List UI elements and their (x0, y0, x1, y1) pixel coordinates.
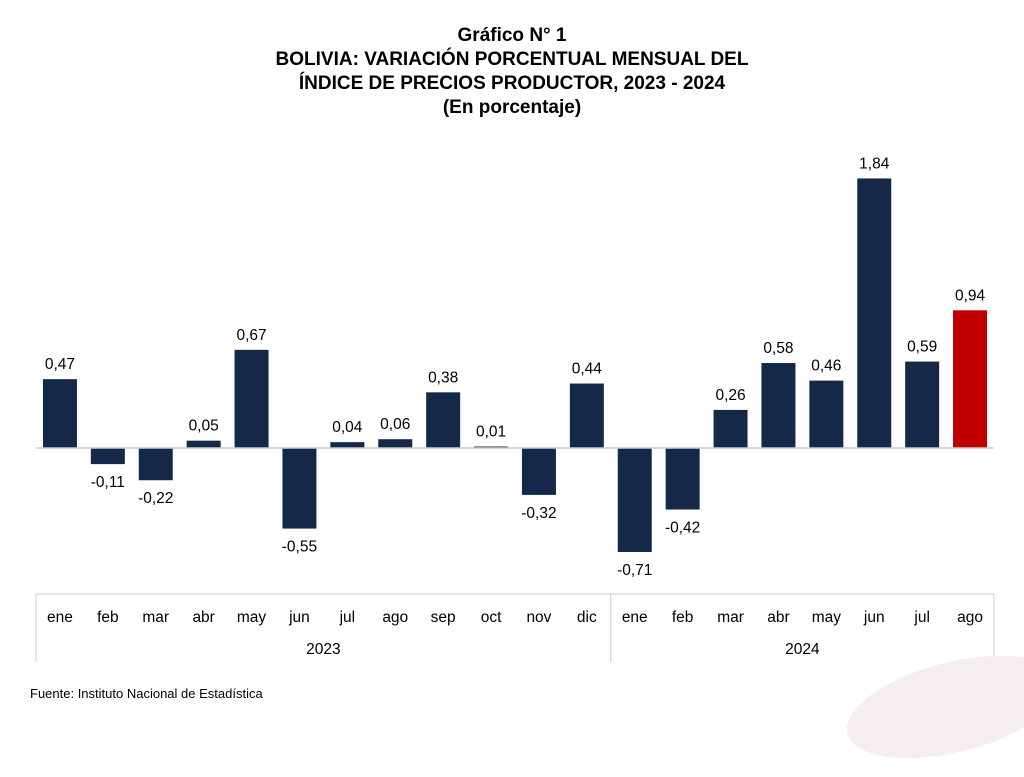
data-label-13: -0,42 (665, 520, 700, 537)
bar-2 (138, 448, 173, 481)
data-label-14: 0,26 (715, 387, 745, 404)
chart-title-line-1: BOLIVIA: VARIACIÓN PORCENTUAL MENSUAL DE… (275, 49, 749, 70)
chart-number: Gráfico N° 1 (457, 25, 567, 46)
tick-label-15: abr (767, 609, 789, 626)
tick-label-4: may (237, 609, 267, 626)
data-label-2: -0,22 (138, 490, 173, 507)
tick-label-7: ago (382, 609, 408, 626)
data-label-0: 0,47 (45, 356, 75, 373)
tick-label-6: jul (339, 609, 356, 626)
tick-label-12: ene (622, 609, 648, 626)
group-label-2024: 2024 (785, 641, 820, 658)
bar-7 (378, 439, 413, 448)
data-label-1: -0,11 (91, 474, 125, 491)
tick-label-5: jun (288, 609, 310, 626)
data-label-12: -0,71 (617, 562, 652, 579)
data-label-19: 0,94 (955, 287, 986, 304)
tick-label-18: jul (913, 609, 930, 626)
data-label-16: 0,46 (811, 358, 841, 375)
tick-label-17: jun (863, 609, 885, 626)
bar-17 (857, 178, 892, 448)
data-label-18: 0,59 (907, 339, 937, 356)
chart-title-block: Gráfico N° 1 BOLIVIA: VARIACIÓN PORCENTU… (0, 24, 1024, 120)
tick-label-13: feb (672, 609, 694, 626)
data-label-9: 0,01 (476, 424, 506, 441)
bar-1 (90, 448, 125, 465)
bar-chart: 0,47 -0,11 -0,22 0,05 0,67 -0,55 0,04 0,06 0,38 0… (35, 155, 995, 662)
chart-title-line-2: ÍNDICE DE PRECIOS PRODUCTOR, 2023 - 2024 (298, 73, 726, 94)
bar-19 (953, 310, 988, 448)
bar-13 (665, 448, 700, 510)
data-label-4: 0,67 (236, 327, 266, 344)
tick-label-9: oct (481, 609, 502, 626)
bar-6 (330, 442, 365, 448)
tick-label-3: abr (192, 609, 214, 626)
tick-label-19: ago (957, 609, 983, 626)
bar-5 (282, 448, 317, 529)
bar-16 (809, 380, 844, 448)
data-label-8: 0,38 (428, 369, 458, 386)
bar-0 (42, 379, 77, 448)
bar-11 (569, 383, 604, 448)
tick-label-11: dic (577, 609, 597, 626)
data-label-6: 0,04 (332, 419, 363, 436)
data-label-7: 0,06 (380, 416, 410, 433)
tick-label-8: sep (431, 609, 456, 626)
chart-subtitle: (En porcentaje) (442, 97, 582, 118)
group-label-2023: 2023 (306, 641, 340, 658)
data-label-3: 0,05 (189, 418, 219, 435)
data-label-11: 0,44 (572, 361, 603, 378)
bar-15 (761, 363, 796, 448)
source-note: Fuente: Instituto Nacional de Estadístic… (30, 686, 263, 701)
tick-label-2: mar (142, 609, 169, 626)
tick-label-14: mar (717, 609, 744, 626)
bar-4 (234, 349, 269, 448)
bar-10 (521, 448, 556, 495)
data-label-5: -0,55 (282, 539, 317, 556)
data-label-15: 0,58 (763, 340, 793, 357)
tick-label-0: ene (47, 609, 73, 626)
data-label-17: 1,84 (859, 155, 890, 172)
bar-3 (186, 440, 221, 448)
tick-label-1: feb (97, 609, 119, 626)
bar-8 (426, 392, 461, 448)
data-label-10: -0,32 (521, 505, 556, 522)
bar-18 (905, 361, 940, 448)
bar-14 (713, 409, 748, 448)
tick-label-16: may (812, 609, 842, 626)
bar-12 (617, 448, 652, 553)
tick-label-10: nov (526, 609, 551, 626)
